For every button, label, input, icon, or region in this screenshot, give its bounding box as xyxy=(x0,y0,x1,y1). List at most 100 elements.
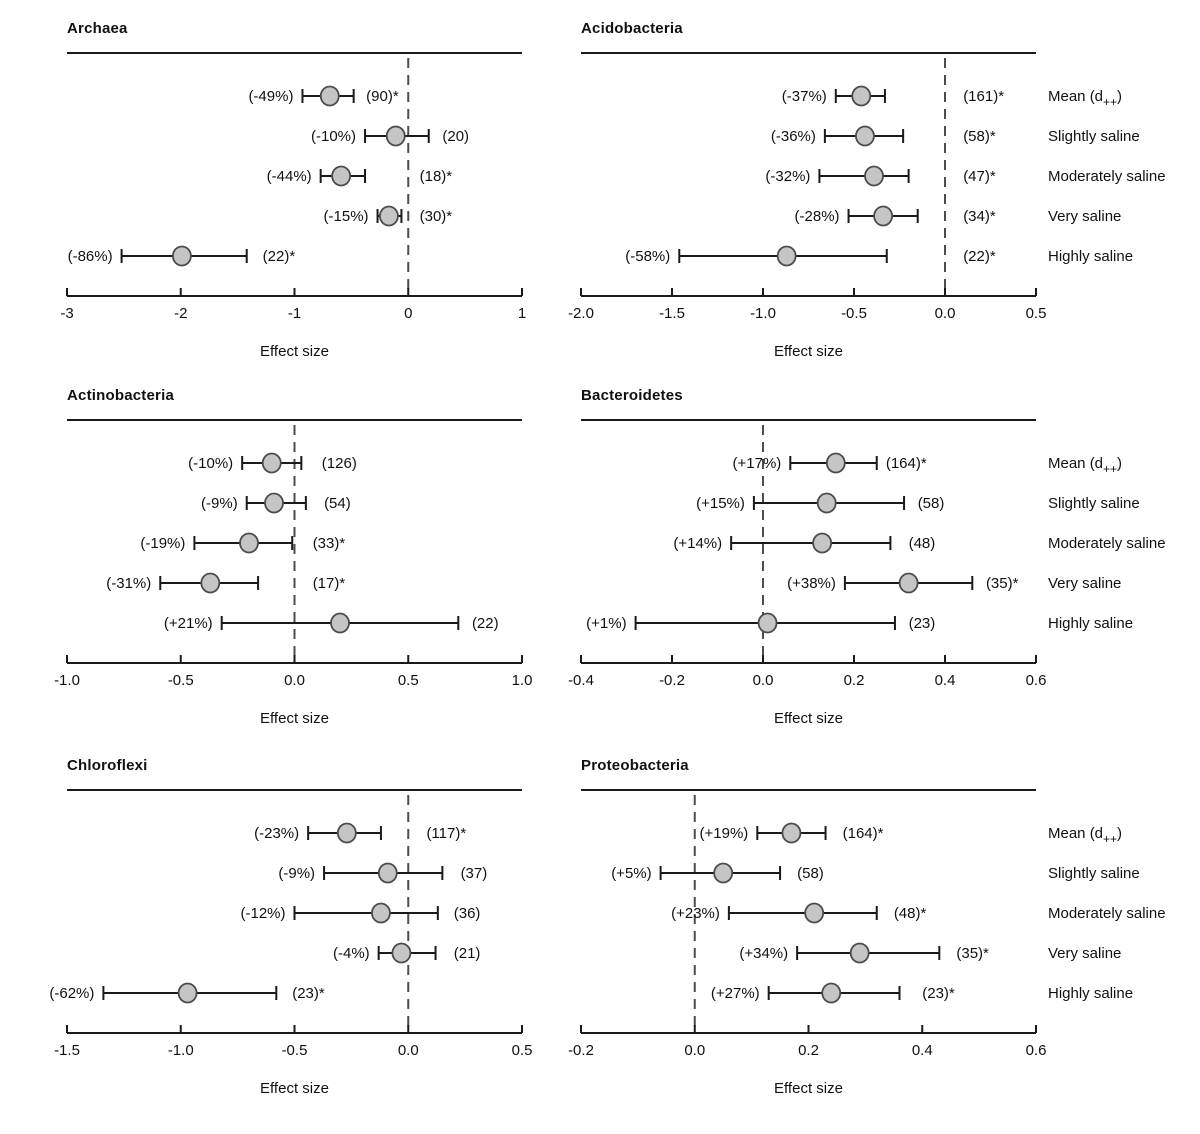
sample-count-label: (20) xyxy=(442,128,469,145)
effect-size-marker xyxy=(200,572,221,594)
effect-size-marker xyxy=(873,205,894,227)
forest-row: (-19%) (33)* xyxy=(140,532,345,554)
panel-acidobacteria: Acidobacteria -2.0 -1.5 -1.0 -0.5 0.0 0.5 (-37… xyxy=(560,0,1200,367)
forest-row: (+21%) (22) xyxy=(164,612,499,634)
percent-change-label: (-32%) xyxy=(765,168,810,185)
x-axis-tick-label: 0.0 xyxy=(684,1042,705,1059)
effect-size-marker xyxy=(851,85,872,107)
row-category-label: Highly saline xyxy=(1048,615,1133,632)
sample-count-label: (48)* xyxy=(894,905,927,922)
forest-row: (+27%) (23)* Highly saline xyxy=(711,982,1133,1004)
percent-change-label: (-62%) xyxy=(49,985,94,1002)
x-axis-tick-label: 0.4 xyxy=(935,672,956,689)
sample-count-label: (164)* xyxy=(886,455,927,472)
effect-size-marker xyxy=(825,452,846,474)
effect-size-marker xyxy=(239,532,259,554)
panel-title: Proteobacteria xyxy=(581,757,689,774)
percent-change-label: (-36%) xyxy=(771,128,816,145)
forest-row: (+23%) (48)* Moderately saline xyxy=(671,902,1166,924)
forest-row: (-9%) (54) xyxy=(201,492,351,514)
sample-count-label: (117)* xyxy=(426,825,466,842)
row-category-label: Slightly saline xyxy=(1048,865,1140,882)
x-axis-label: Effect size xyxy=(260,710,329,727)
x-axis-tick-label: 0.5 xyxy=(512,1042,533,1059)
row-category-label: Mean (d++) xyxy=(1048,88,1122,109)
panel-actinobacteria: Actinobacteria -1.0 -0.5 0.0 0.5 1.0 (-10%) (1… xyxy=(0,367,560,737)
row-category-label: Moderately saline xyxy=(1048,905,1166,922)
effect-size-marker xyxy=(713,862,734,884)
percent-change-label: (+23%) xyxy=(671,905,720,922)
row-category-label: Mean (d++) xyxy=(1048,455,1122,476)
x-axis-tick-label: 0.5 xyxy=(1026,305,1047,322)
sample-count-label: (17)* xyxy=(313,575,346,592)
panel-title: Actinobacteria xyxy=(67,387,174,404)
forest-plot-svg: -2.0 -1.5 -1.0 -0.5 0.0 0.5 (-37%) (161)* Mean (… xyxy=(568,52,1166,322)
sample-count-label: (18)* xyxy=(420,168,453,185)
percent-change-label: (-10%) xyxy=(311,128,356,145)
sample-count-label: (23) xyxy=(909,615,936,632)
percent-change-label: (+34%) xyxy=(739,945,788,962)
forest-plot-svg: -0.2 0.0 0.2 0.4 0.6(+19%) (164)* Mean (d++)(+… xyxy=(568,789,1166,1059)
x-axis-tick-label: 0.6 xyxy=(1026,672,1047,689)
sample-count-label: (48) xyxy=(909,535,936,552)
effect-size-marker xyxy=(385,125,406,147)
row-category-label: Very saline xyxy=(1048,208,1121,225)
x-axis-tick-label: 0.0 xyxy=(935,305,956,322)
percent-change-label: (+21%) xyxy=(164,615,213,632)
forest-row: (+19%) (164)* Mean (d++) xyxy=(700,822,1122,846)
x-axis-tick-label: -1.5 xyxy=(54,1042,80,1059)
percent-change-label: (+17%) xyxy=(733,455,782,472)
forest-row: (-44%) (18)* xyxy=(267,165,453,187)
effect-size-marker xyxy=(391,942,412,964)
sample-count-label: (47)* xyxy=(963,168,996,185)
sample-count-label: (164)* xyxy=(843,825,884,842)
forest-row: (-36%) (58)* Slightly saline xyxy=(771,125,1140,147)
x-axis-tick-label: 0.2 xyxy=(798,1042,819,1059)
sample-count-label: (21) xyxy=(454,945,481,962)
effect-size-marker xyxy=(812,532,833,554)
panel-bacteroidetes: Bacteroidetes -0.4 -0.2 0.0 0.2 0.4 0.6 (+17%)… xyxy=(560,367,1200,737)
x-axis-tick-label: -2.0 xyxy=(568,305,594,322)
sample-count-label: (30)* xyxy=(420,208,453,225)
forest-row: (-9%) (37) xyxy=(278,862,487,884)
forest-row: (-31%) (17)* xyxy=(106,572,346,594)
effect-size-marker xyxy=(377,862,398,884)
effect-size-marker xyxy=(261,452,282,474)
row-category-label: Highly saline xyxy=(1048,985,1133,1002)
x-axis-tick-label: -0.4 xyxy=(568,672,594,689)
effect-size-marker xyxy=(319,85,340,107)
effect-size-marker xyxy=(898,572,919,594)
x-axis-tick-label: 0 xyxy=(404,305,412,322)
x-axis-tick-label: 0.6 xyxy=(1026,1042,1047,1059)
percent-change-label: (+1%) xyxy=(586,615,626,632)
forest-row: (+17%) (164)* Mean (d++) xyxy=(733,452,1122,476)
forest-row: (+1%) (23) Highly saline xyxy=(586,612,1133,634)
x-axis-tick-label: -0.2 xyxy=(659,672,685,689)
x-axis-label: Effect size xyxy=(774,1080,843,1097)
panel-title: Chloroflexi xyxy=(67,757,148,774)
percent-change-label: (-15%) xyxy=(324,208,369,225)
percent-change-label: (-9%) xyxy=(201,495,238,512)
forest-row: (+5%) (58) Slightly saline xyxy=(611,862,1140,884)
sample-count-label: (22)* xyxy=(263,248,296,265)
forest-row: (-62%) (23)* xyxy=(49,982,325,1004)
forest-row: (-32%) (47)* Moderately saline xyxy=(765,165,1166,187)
forest-plot-svg: -1.5 -1.0 -0.5 0.0 0.5(-23%) (117)*(-9%) (37)(… xyxy=(49,789,533,1059)
x-axis-tick-label: -1.5 xyxy=(659,305,685,322)
effect-size-marker xyxy=(776,245,797,267)
forest-row: (-37%) (161)* Mean (d++) xyxy=(782,85,1122,109)
x-axis-tick-label: 0.0 xyxy=(398,1042,419,1059)
effect-size-marker xyxy=(816,492,837,514)
percent-change-label: (-49%) xyxy=(248,88,293,105)
forest-row: (-12%) (36) xyxy=(240,902,480,924)
sample-count-label: (90)* xyxy=(366,88,399,105)
forest-row: (+38%) (35)* Very saline xyxy=(787,572,1121,594)
row-category-label: Highly saline xyxy=(1048,248,1133,265)
x-axis-tick-label: 0.0 xyxy=(753,672,774,689)
percent-change-label: (-12%) xyxy=(240,905,285,922)
effect-size-marker xyxy=(379,205,399,227)
percent-change-label: (-9%) xyxy=(278,865,315,882)
forest-row: (-23%) (117)* xyxy=(254,822,466,844)
percent-change-label: (+27%) xyxy=(711,985,760,1002)
